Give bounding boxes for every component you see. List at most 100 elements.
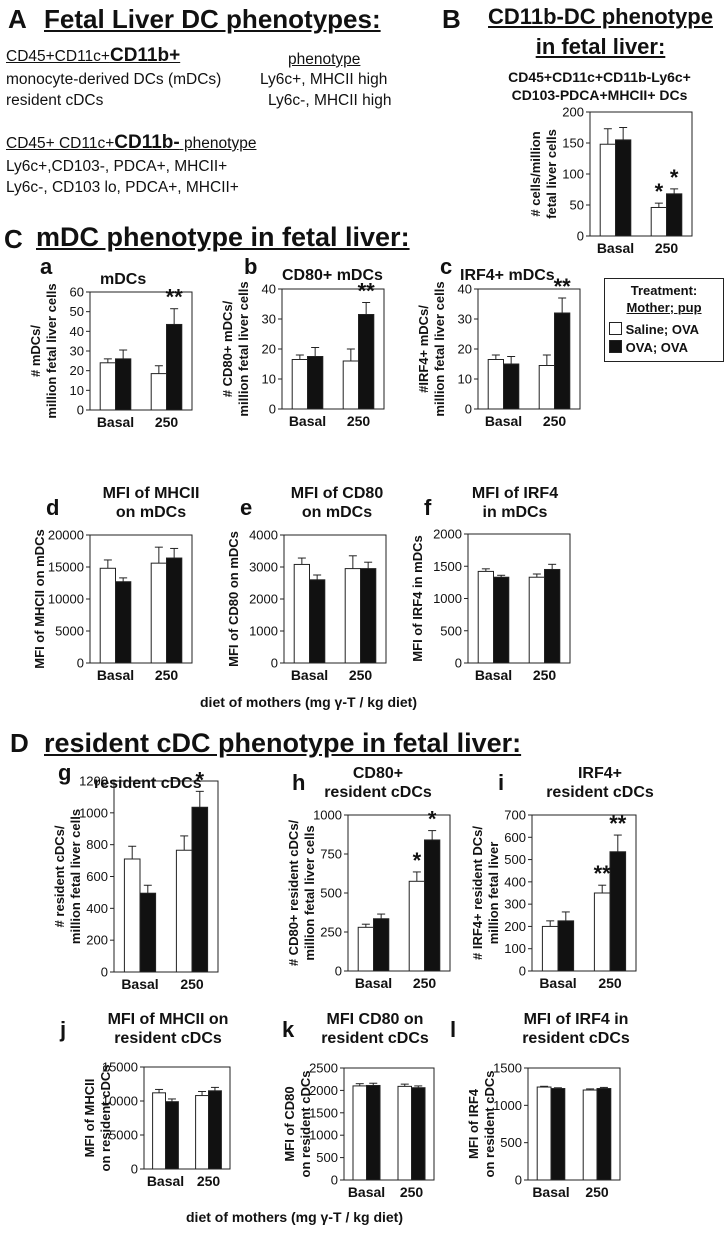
panel-b-title-line2: in fetal liver: (535, 34, 666, 59)
y-tick-label: 750 (320, 847, 342, 862)
chart-b: 0 50 100 150 200 # cells/million fetal liver c… (526, 82, 700, 275)
chart-svg: 0 100 200 300 400 500 600 700 # IRF4+ resident D… (470, 808, 637, 991)
y-tick-label: 10 (458, 372, 472, 387)
chart-svg: 0 10 20 30 40 #IRF4+ mDCs/million fetal liver… (416, 274, 581, 429)
y-axis-label: MFI of CD80 (282, 1086, 297, 1161)
plot-frame (143, 1066, 231, 1170)
title-f: MFI of IRF4 in mDCs (450, 484, 580, 522)
y-tick-label: 10000 (48, 592, 84, 607)
chart-svg: 0 5000 10000 15000 MFI of MHCII on resident c… (82, 1060, 231, 1189)
y-tick-label: 0 (335, 964, 342, 979)
title-a: mDCs (100, 271, 147, 288)
x-tick-label: Basal (539, 975, 576, 991)
y-tick-label: 20 (262, 342, 276, 357)
significance-marker: ** (609, 811, 627, 836)
panel-b-subtitle-line1: CD45+CD11c+CD11b-Ly6c+ (508, 69, 691, 85)
y-tick-label: 5000 (109, 1128, 138, 1143)
y-axis-label: # resident cDCs/ (52, 825, 67, 927)
bar (123, 858, 141, 973)
bar (115, 581, 132, 664)
legend-label-saline: Saline; OVA (625, 322, 700, 337)
x-tick-label: 250 (598, 975, 622, 991)
y-tick-label: 100 (504, 941, 526, 956)
y-tick-label: 50 (70, 304, 84, 319)
cd11b-pos-big: CD11b+ (109, 45, 181, 66)
y-tick-label: 30 (458, 312, 472, 327)
legend-label-ova: OVA; OVA (625, 340, 688, 355)
chart-mfi-mhcii-resident: 0 5000 10000 15000 MFI of MHCII on resident c… (80, 1037, 238, 1208)
y-axis-label: million fetal liver cells (302, 825, 317, 960)
bar (175, 849, 193, 973)
bar (99, 362, 116, 411)
panel-d-xlabel: diet of mothers (mg γ-T / kg diet) (186, 1209, 404, 1225)
bar (307, 356, 324, 410)
bar (150, 373, 167, 411)
sub-letter-h: h (292, 770, 306, 795)
x-tick-label: 250 (347, 413, 371, 429)
legend-item-ova: OVA; OVA (609, 340, 688, 355)
plot-frame (531, 814, 637, 972)
y-tick-label: 15000 (102, 1060, 138, 1075)
bar (166, 323, 183, 411)
x-tick-label: Basal (485, 413, 522, 429)
sub-letter-e: e (240, 495, 253, 520)
y-tick-label: 500 (320, 886, 342, 901)
y-tick-label: 400 (86, 901, 108, 916)
row1-left: monocyte-derived DCs (mDCs) (6, 71, 222, 88)
y-tick-label: 0 (101, 965, 108, 980)
y-tick-label: 0 (577, 229, 584, 244)
panel-c-title: mDC phenotype in fetal liver: (36, 222, 410, 252)
y-tick-label: 50 (570, 198, 584, 213)
y-tick-label: 2000 (433, 527, 462, 542)
y-tick-label: 150 (562, 136, 584, 151)
chart-svg: 0 50 100 150 200 # cells/million fetal liver c… (528, 105, 693, 256)
title-k-line2: resident cDCs (321, 1030, 429, 1047)
y-tick-label: 30 (70, 344, 84, 359)
bar (557, 920, 575, 972)
y-tick-label: 40 (458, 282, 472, 297)
significance-marker: * (413, 848, 422, 873)
x-tick-label: Basal (97, 414, 134, 430)
sub-letter-l: l (450, 1017, 457, 1042)
x-tick-label: 250 (533, 667, 557, 683)
y-tick-label: 1000 (249, 624, 278, 639)
legend-title-line1: Treatment: (630, 283, 698, 298)
legend-swatch-ova (609, 340, 622, 353)
x-tick-label: Basal (348, 1184, 385, 1200)
title-d-line1: MFI of MHCII (102, 485, 200, 502)
title-l-line2: resident cDCs (522, 1030, 630, 1047)
panel-c-xlabel: diet of mothers (mg γ-T / kg diet) (200, 694, 418, 710)
bar (582, 1089, 598, 1181)
chart-svg: 0 10 20 30 40 # CD80+ mDCs/million fetal live… (220, 279, 385, 429)
bar (366, 1084, 381, 1181)
bar (666, 193, 683, 237)
bar (538, 365, 555, 410)
y-tick-label: 5000 (55, 624, 84, 639)
row3: Ly6c+,CD103-, PDCA+, MHCII+ (6, 158, 228, 175)
chart-svg: 0 1000 2000 3000 4000 MFI of CD80 on mDCs Basa… (226, 528, 387, 683)
y-axis-label: # mDCs/ (28, 325, 43, 377)
x-tick-label: 250 (349, 667, 373, 683)
y-tick-label: 500 (316, 1150, 338, 1165)
title-k: MFI CD80 on resident cDCs (300, 1010, 450, 1048)
y-tick-label: 1500 (493, 1061, 522, 1076)
y-tick-label: 0 (465, 402, 472, 417)
sub-letter-i: i (498, 770, 505, 795)
chart-mfi-irf4-mdcs: 0 500 1000 1500 2000 MFI of IRF4 in mDCs Basal… (404, 504, 578, 702)
sub-letter-b: b (244, 254, 258, 279)
x-tick-label: 250 (180, 976, 204, 992)
y-tick-label: 30 (262, 312, 276, 327)
chart-svg: 0 10 20 30 40 50 60 # mDCs/million fetal liver … (28, 283, 193, 430)
y-tick-label: 200 (504, 919, 526, 934)
y-tick-label: 4000 (249, 528, 278, 543)
bar (208, 1090, 222, 1170)
y-tick-label: 100 (562, 167, 584, 182)
sub-letter-g: g (58, 760, 72, 785)
bar (139, 892, 157, 973)
y-tick-label: 300 (504, 897, 526, 912)
y-tick-label: 2000 (249, 592, 278, 607)
y-tick-label: 200 (562, 105, 584, 120)
y-tick-label: 20 (458, 342, 472, 357)
significance-marker: * (428, 807, 437, 832)
bar (293, 563, 310, 664)
